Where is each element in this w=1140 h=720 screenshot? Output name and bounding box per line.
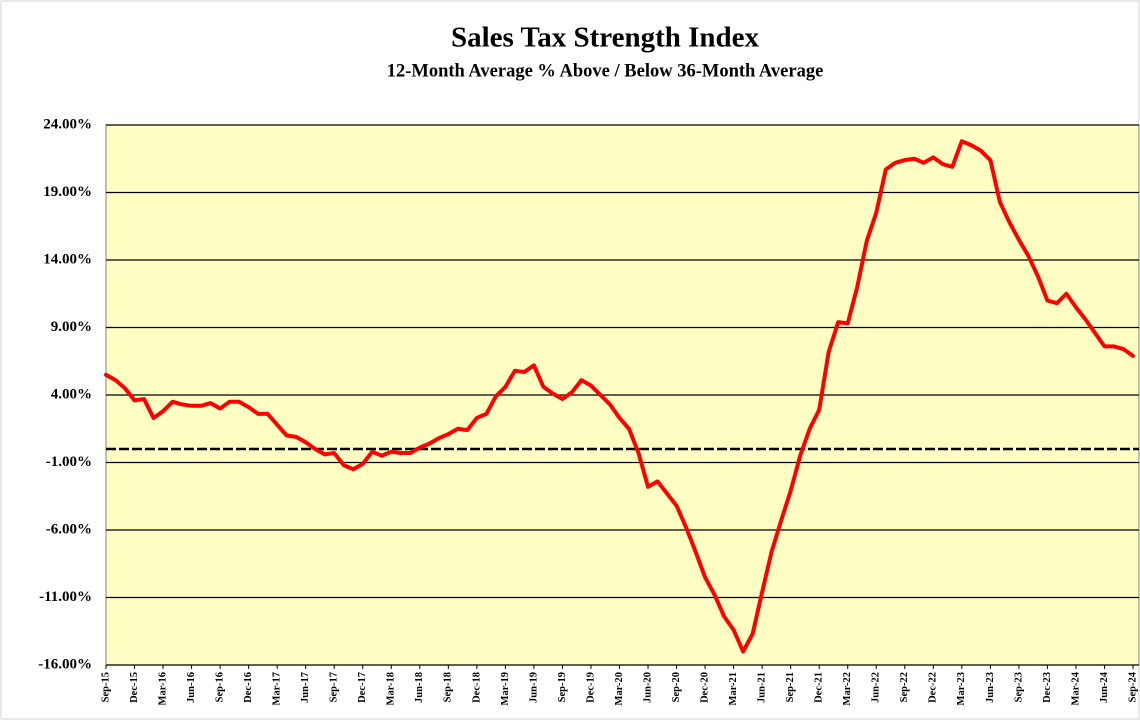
x-tick-label: Sep-22 (899, 672, 910, 702)
y-tick-label: 19.00% (43, 184, 92, 200)
x-tick-label: Jun-18 (414, 672, 425, 703)
x-tick-label: Jun-22 (871, 672, 882, 703)
x-tick-label: Sep-16 (215, 672, 226, 702)
x-tick-label: Mar-23 (956, 672, 967, 705)
x-tick-label: Sep-21 (785, 672, 796, 702)
y-tick-label: -11.00% (39, 589, 92, 605)
x-tick-label: Mar-21 (728, 672, 739, 705)
y-tick-label: -1.00% (46, 454, 92, 470)
x-tick-label: Jun-19 (528, 672, 539, 703)
y-tick-label: -6.00% (46, 521, 92, 537)
x-tick-label: Jun-24 (1099, 671, 1110, 703)
x-tick-label: Sep-18 (443, 672, 454, 702)
x-tick-label: Dec-17 (357, 672, 368, 703)
x-tick-label: Sep-24 (1127, 671, 1138, 702)
data-line (104, 139, 1135, 654)
x-tick-label: Sep-17 (329, 672, 340, 702)
x-tick-label: Dec-21 (814, 672, 825, 703)
x-tick-label: Jun-23 (985, 672, 996, 703)
y-tick-label: 4.00% (51, 386, 92, 402)
chart-subtitle: 12-Month Average % Above / Below 36-Mont… (387, 61, 824, 81)
x-tick-label: Sep-23 (1013, 672, 1024, 702)
x-tick-label: Mar-18 (386, 672, 397, 705)
x-tick-label: Jun-16 (186, 672, 197, 703)
x-tick-label: Sep-15 (100, 672, 111, 702)
y-tick-label: 24.00% (43, 116, 92, 132)
x-tick-label: Mar-17 (272, 672, 283, 705)
x-tick-label: Mar-22 (842, 672, 853, 705)
x-tick-label: Dec-15 (129, 672, 140, 703)
x-tick-label: Dec-18 (471, 672, 482, 703)
x-tick-label: Jun-17 (300, 672, 311, 703)
x-tick-label: Dec-20 (699, 672, 710, 703)
y-tick-label: 9.00% (51, 319, 92, 335)
x-tick-label: Sep-20 (671, 672, 682, 702)
x-tick-label: Mar-19 (500, 672, 511, 705)
x-tick-label: Dec-19 (585, 672, 596, 703)
plot-area: -16.00% -11.00% -6.00% -1.00% 4.00% 9.00% 14.0… (38, 116, 1140, 705)
x-tick-label: Sep-19 (557, 672, 568, 702)
y-tick-label: -16.00% (38, 656, 92, 672)
x-tick-label: Dec-22 (928, 672, 939, 703)
x-tick-label: Dec-16 (243, 672, 254, 703)
x-tick-label: Mar-24 (1070, 671, 1081, 705)
x-tick-label: Jun-20 (642, 672, 653, 703)
x-tick-label: Mar-16 (157, 672, 168, 705)
x-tick-label: Mar-20 (614, 672, 625, 705)
y-tick-label: 14.00% (43, 251, 92, 267)
x-tick-label: Jun-21 (757, 672, 768, 703)
chart-title: Sales Tax Strength Index (451, 22, 760, 54)
x-tick-label: Dec-23 (1042, 672, 1053, 703)
